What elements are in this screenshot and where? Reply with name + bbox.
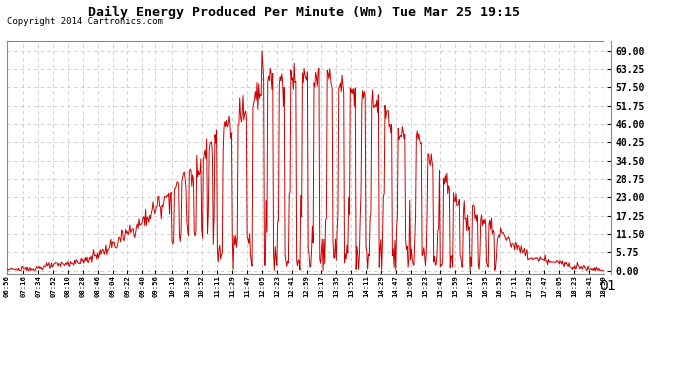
Text: Daily Energy Produced Per Minute (Wm) Tue Mar 25 19:15: Daily Energy Produced Per Minute (Wm) Tu… xyxy=(88,6,520,19)
Text: Power Produced  (watts/minute): Power Produced (watts/minute) xyxy=(422,16,582,26)
Text: Copyright 2014 Cartronics.com: Copyright 2014 Cartronics.com xyxy=(7,17,163,26)
